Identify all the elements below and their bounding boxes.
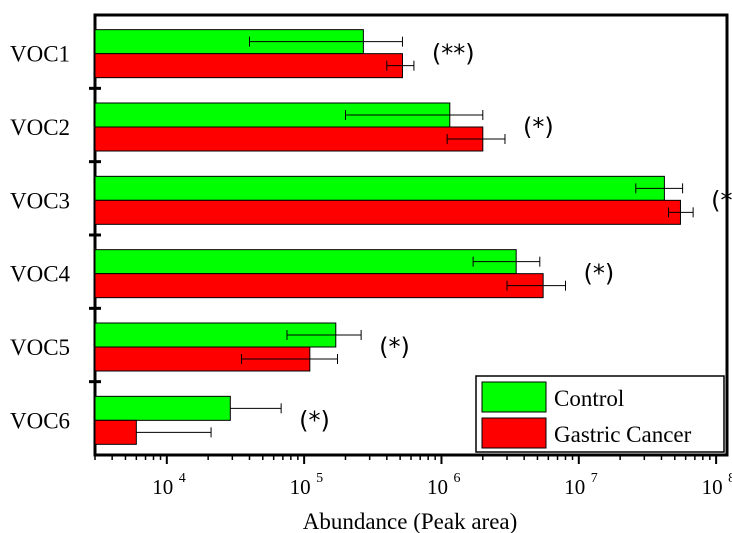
x-tick-exponent: 5 (316, 471, 323, 486)
category-label: VOC3 (10, 188, 70, 213)
bar-control (94, 249, 517, 275)
bar-gastric-cancer (94, 419, 137, 445)
significance-labels: (**) (*) (*) (*) (*) (*) (299, 40, 732, 435)
error-bars (136, 36, 694, 438)
x-tick-label: 10 (290, 475, 311, 499)
significance-label: (*) (711, 186, 732, 214)
bar-gastric-cancer (94, 273, 544, 299)
significance-label: (*) (379, 333, 410, 361)
category-label: VOC4 (10, 262, 71, 287)
significance-label: (*) (299, 406, 330, 434)
legend: Control Gastric Cancer (475, 375, 725, 453)
bar-gastric-cancer (94, 53, 403, 79)
x-tick-label: 10 (564, 475, 585, 499)
y-axis: VOC1 VOC2 VOC3 VOC4 VOC5 VOC6 (10, 42, 101, 433)
category-label: VOC1 (10, 42, 70, 67)
significance-label: (**) (432, 40, 475, 68)
x-axis-title: Abundance (Peak area) (303, 509, 518, 533)
category-label: VOC6 (10, 408, 70, 433)
x-tick-label: 10 (702, 475, 723, 499)
x-axis: 10 4 10 5 10 6 10 7 10 8 (94, 455, 732, 499)
significance-label: (*) (523, 113, 554, 141)
category-label: VOC5 (10, 335, 70, 360)
bar-control (94, 395, 231, 421)
bar-gastric-cancer (94, 199, 681, 225)
x-tick-exponent: 4 (179, 471, 186, 486)
x-tick-exponent: 8 (728, 471, 732, 486)
bar-gastric-cancer (94, 126, 484, 152)
legend-label: Control (554, 386, 624, 411)
legend-swatch (481, 381, 547, 413)
bar-control (94, 175, 665, 201)
x-tick-exponent: 6 (453, 471, 460, 486)
x-tick-label: 10 (152, 475, 173, 499)
x-tick-exponent: 7 (591, 471, 598, 486)
legend-label: Gastric Cancer (554, 422, 692, 447)
x-tick-label: 10 (427, 475, 448, 499)
legend-swatch (481, 417, 547, 449)
category-label: VOC2 (10, 115, 70, 140)
significance-label: (*) (583, 260, 614, 288)
